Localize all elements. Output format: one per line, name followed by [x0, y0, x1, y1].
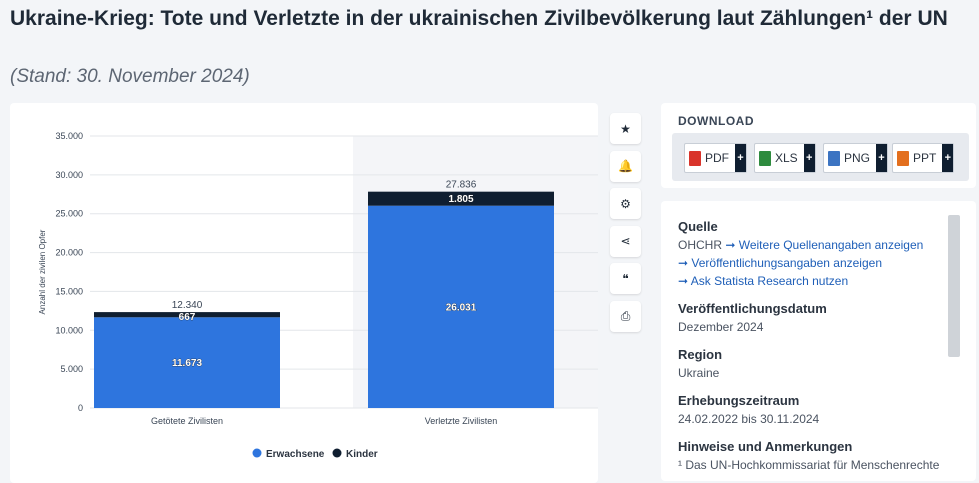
gear-icon: ⚙ [620, 196, 631, 211]
region-value: Ukraine [678, 366, 720, 380]
total-label: 27.836 [446, 180, 477, 191]
bell-button[interactable]: 🔔 [610, 150, 641, 182]
more-sources-link[interactable]: ➞ Weitere Quellenangaben anzeigen [725, 238, 924, 252]
more-sources-text: Weitere Quellenangaben anzeigen [738, 238, 924, 252]
pub-date-value: Dezember 2024 [678, 320, 764, 334]
star-icon: ★ [620, 121, 631, 136]
bar-erwachsene [368, 205, 554, 408]
page-subtitle: (Stand: 30. November 2024) [10, 66, 250, 87]
publication-details-text: Veröffentlichungsangaben anzeigen [691, 256, 882, 270]
y-axis-label: Anzahl der zivilen Opfer [38, 229, 47, 314]
notes-value: ¹ Das UN-Hochkommissariat für Menschenre… [678, 458, 940, 472]
source-line: OHCHR ➞ Weitere Quellenangaben anzeigen [678, 236, 943, 254]
download-ppt-button[interactable]: PPT + [892, 143, 955, 173]
legend-label: Erwachsene [266, 449, 325, 460]
download-ppt-plus[interactable]: + [942, 144, 954, 172]
download-card: DOWNLOAD PDF + XLS + PNG + PPT + [661, 103, 976, 188]
y-tick-label: 0 [78, 403, 83, 413]
bar-kinder [94, 312, 280, 318]
bell-icon: 🔔 [618, 159, 633, 173]
y-tick-label: 10.000 [55, 325, 83, 335]
gear-button[interactable]: ⚙ [610, 188, 641, 219]
y-tick-label: 35.000 [55, 131, 83, 141]
x-tick-label: Verletzte Zivilisten [425, 416, 498, 426]
ask-research-text: Ask Statista Research nutzen [690, 274, 849, 288]
download-png-plus[interactable]: + [876, 144, 888, 172]
legend-marker-erwachsene [252, 448, 262, 458]
legend-label: Kinder [346, 449, 378, 460]
y-tick-label: 15.000 [55, 286, 83, 296]
quote-button[interactable]: ❝ [610, 263, 641, 294]
publication-details-link[interactable]: ➞ Veröffentlichungsangaben anzeigen [678, 256, 882, 270]
star-button[interactable]: ★ [610, 113, 641, 144]
source-heading: Quelle [678, 219, 718, 234]
source-name: OHCHR [678, 238, 722, 252]
download-xls-plus[interactable]: + [803, 144, 815, 172]
download-pdf-plus[interactable]: + [735, 144, 746, 172]
page-title: Ukraine-Krieg: Tote und Verletzte in der… [10, 7, 948, 30]
print-button[interactable]: ⎙ [610, 300, 641, 332]
notes-heading: Hinweise und Anmerkungen [678, 439, 853, 454]
ask-research-link[interactable]: ➞ Ask Statista Research nutzen [678, 274, 849, 288]
bar-erwachsene [94, 317, 280, 408]
share-icon: ⋖ [620, 234, 631, 248]
bar-chart: 0 5.000 10.000 15.000 20.000 25.000 30.000 35.0… [38, 131, 598, 460]
period-heading: Erhebungszeitraum [678, 393, 800, 408]
total-label: 12.340 [172, 300, 203, 311]
quote-icon: ❝ [622, 271, 629, 286]
download-ppt-label: PPT [913, 151, 937, 165]
pdf-file-icon [689, 150, 701, 166]
pub-date-heading: Veröffentlichungsdatum [678, 301, 827, 316]
xls-file-icon [759, 150, 771, 166]
y-tick-label: 25.000 [55, 209, 83, 219]
info-scrollbar[interactable] [948, 215, 960, 357]
y-tick-label: 30.000 [55, 170, 83, 180]
chart-card: 0 5.000 10.000 15.000 20.000 25.000 30.000 35.0… [10, 103, 598, 483]
download-pdf-label: PDF [705, 151, 729, 165]
data-label: 1.805 [448, 194, 473, 205]
period-value: 24.02.2022 bis 30.11.2024 [678, 412, 820, 426]
chart-toolbar: ★ 🔔 ⚙ ⋖ ❝ ⎙ [610, 113, 641, 338]
data-label: 11.673 [172, 358, 202, 369]
bar-kinder [368, 191, 554, 206]
download-pdf-button[interactable]: PDF + [684, 143, 747, 173]
download-png-label: PNG [844, 151, 871, 165]
download-xls-label: XLS [775, 151, 798, 165]
download-xls-button[interactable]: XLS + [754, 143, 816, 173]
share-button[interactable]: ⋖ [610, 225, 641, 257]
png-file-icon [828, 150, 840, 166]
region-heading: Region [678, 347, 723, 362]
download-png-button[interactable]: PNG + [823, 143, 889, 173]
info-card: Quelle OHCHR ➞ Weitere Quellenangaben an… [661, 201, 976, 481]
download-buttons: PDF + XLS + PNG + PPT + [672, 133, 969, 181]
y-tick-label: 20.000 [55, 248, 83, 258]
x-tick-label: Getötete Zivilisten [151, 416, 223, 426]
y-tick-label: 5.000 [60, 364, 83, 374]
legend-marker-kinder [332, 448, 342, 458]
ppt-file-icon [897, 150, 909, 166]
data-label: 26.031 [446, 302, 477, 313]
download-title: DOWNLOAD [678, 114, 754, 128]
data-label: 667 [179, 312, 196, 323]
print-icon: ⎙ [620, 308, 631, 323]
